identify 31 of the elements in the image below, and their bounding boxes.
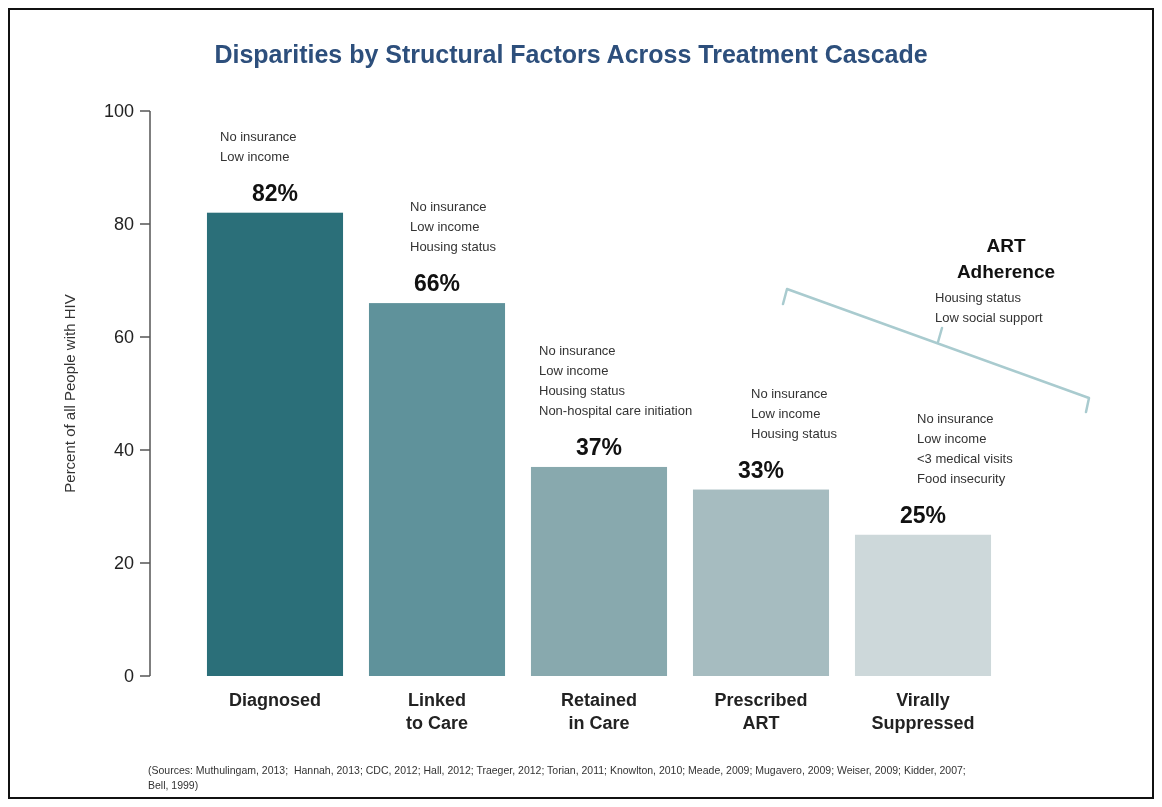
data-label: 66% (413, 270, 461, 297)
y-tick-label: 60 (113, 327, 134, 347)
annotation: No insurance Low income (220, 128, 297, 164)
data-label: 37% (575, 433, 623, 460)
y-tick-label: 0 (123, 666, 134, 686)
annotation: ART Adherence (956, 235, 1056, 282)
bar (206, 212, 344, 676)
x-tick-label: Virally Suppressed (871, 690, 975, 733)
y-tick-label: 100 (103, 101, 134, 121)
x-tick-label: Prescribed ART (714, 690, 808, 733)
annotation: No insurance Low income Housing status Non-hospital care initiation (539, 342, 693, 418)
bar (692, 489, 830, 676)
annotation: No insurance Low income Housing status (751, 385, 838, 441)
x-tick-label: Linked to Care (405, 690, 469, 733)
data-label: 33% (737, 456, 785, 483)
y-tick-label: 80 (113, 214, 134, 234)
text: (Sources: Muthulingam, 2013; Hannah, 2013; CDC, 2012; Hall, 2012; Traeger, 2012; Torian, 2011; Knowlton, 2010; Meade, 2009; Mugavero, 2009; Weiser, 2009; Kidder, 2007; Bell, 1999) (148, 764, 966, 791)
bar (368, 303, 506, 676)
x-tick-label: Diagnosed (228, 690, 322, 710)
x-tick-label: Retained in Care (560, 690, 638, 733)
chart-title: Disparities by Structural Factors Across Treatment Cascade (214, 40, 928, 68)
data-label: 25% (899, 501, 947, 528)
annotation: No insurance Low income Housing status (410, 199, 497, 255)
bar (854, 534, 992, 676)
y-tick-label: 20 (113, 553, 134, 573)
annotation: No insurance Low income <3 medical visits Food insecurity (917, 410, 1014, 486)
bar (530, 466, 668, 676)
y-axis-title: Percent of all People with HIV (61, 294, 78, 493)
data-label: 82% (251, 179, 299, 206)
y-tick-label: 40 (113, 440, 134, 460)
annotation: Housing status Low social support (935, 290, 1044, 325)
